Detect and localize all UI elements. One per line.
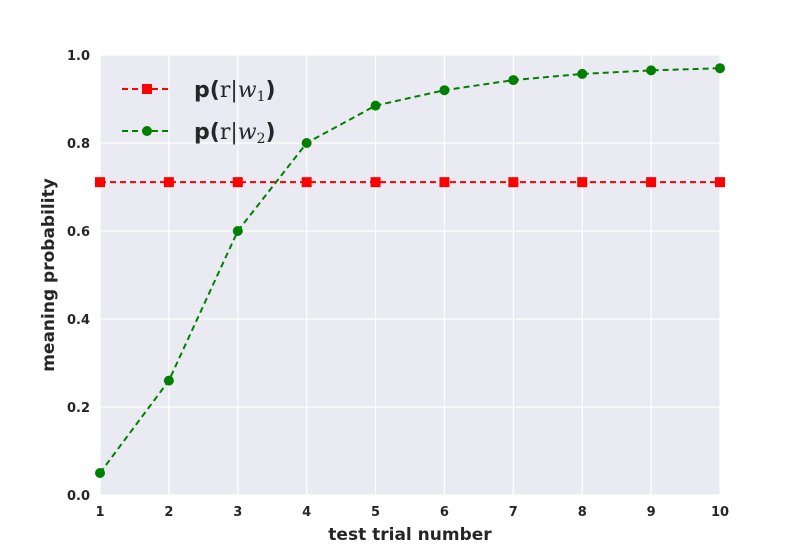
series-1-point	[508, 177, 519, 188]
x-tick-label: 3	[233, 505, 242, 520]
x-tick-label: 9	[647, 505, 656, 520]
x-tick-label: 7	[509, 505, 518, 520]
series-2-line	[99, 67, 721, 474]
y-tick-label: 0.6	[67, 225, 90, 240]
x-axis-label: test trial number	[328, 525, 492, 545]
series-2-point	[508, 75, 519, 86]
legend-label: p(r|w1)	[194, 78, 276, 105]
legend-label-pre: p(	[194, 78, 220, 103]
series-2-point	[370, 100, 381, 111]
x-tick-labels: 1 2 3 4 5 6 7 8 9 10	[95, 505, 729, 520]
series-2	[95, 63, 725, 478]
series-1-point	[301, 177, 312, 188]
series-1-point	[370, 177, 381, 188]
y-tick-label: 0.2	[67, 401, 90, 416]
legend-marker	[142, 126, 152, 136]
legend-label-bar: |	[230, 120, 237, 145]
series-2-point	[577, 68, 588, 79]
legend: p(r|w1)p(r|w2)	[122, 78, 276, 147]
series-1-point	[646, 177, 657, 188]
series-1	[95, 177, 725, 188]
y-tick-label: 0.0	[67, 489, 90, 504]
series-1-point	[95, 177, 105, 188]
x-tick-label: 2	[164, 505, 173, 520]
legend-label-post: )	[266, 120, 276, 145]
y-tick-label: 0.8	[67, 137, 90, 152]
legend-label-w: w	[238, 78, 257, 103]
legend-item-2: p(r|w2)	[122, 120, 276, 147]
series-2-point	[163, 375, 174, 386]
series-layer	[95, 63, 725, 478]
legend-label: p(r|w2)	[194, 120, 276, 147]
series-1-point	[439, 177, 450, 188]
series-2-point	[715, 63, 725, 74]
x-tick-label: 8	[578, 505, 587, 520]
legend-item-1: p(r|w1)	[122, 78, 276, 105]
legend-label-sub: 2	[257, 131, 266, 147]
x-tick-label: 1	[95, 505, 104, 520]
y-tick-labels: 0.0 0.2 0.4 0.6 0.8 1.0	[67, 49, 90, 504]
y-tick-label: 0.4	[67, 313, 90, 328]
plot-area	[100, 55, 720, 495]
legend-label-bar: |	[230, 78, 237, 103]
y-axis-label: meaning probability	[39, 178, 59, 372]
series-2-point	[95, 468, 105, 478]
x-tick-label: 10	[711, 505, 729, 520]
x-tick-label: 6	[440, 505, 449, 520]
series-1-point	[163, 177, 174, 188]
series-1-point	[232, 177, 243, 188]
legend-label-w: w	[238, 120, 257, 145]
y-tick-label: 1.0	[67, 49, 90, 64]
series-1-point	[577, 177, 588, 188]
series-2-point	[232, 226, 243, 236]
legend-marker	[142, 84, 152, 94]
legend-label-post: )	[266, 78, 276, 103]
legend-label-r: r	[220, 78, 231, 103]
legend-label-pre: p(	[194, 120, 220, 145]
x-tick-label: 4	[302, 505, 311, 520]
series-2-point	[646, 65, 657, 76]
x-tick-label: 5	[371, 505, 380, 520]
legend-label-sub: 1	[257, 89, 266, 105]
gridlines	[99, 54, 721, 496]
legend-label-r: r	[220, 120, 231, 145]
series-2-point	[439, 85, 450, 96]
series-1-point	[715, 177, 725, 188]
series-2-point	[301, 138, 312, 148]
